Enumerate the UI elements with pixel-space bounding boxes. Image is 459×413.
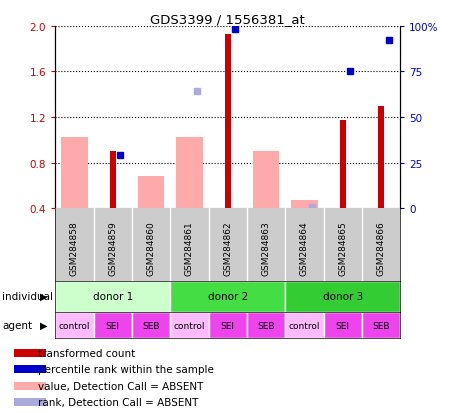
Bar	[14, 365, 46, 373]
Bar	[14, 382, 46, 390]
Text: rank, Detection Call = ABSENT: rank, Detection Call = ABSENT	[38, 397, 198, 407]
Text: donor 3: donor 3	[322, 291, 362, 301]
Title: GDS3399 / 1556381_at: GDS3399 / 1556381_at	[150, 13, 304, 26]
Bar	[285, 281, 399, 312]
Text: individual: individual	[2, 291, 53, 301]
Bar	[246, 312, 285, 339]
Text: SEB: SEB	[371, 321, 389, 330]
Text: GSM284866: GSM284866	[376, 221, 385, 275]
Bar	[377, 106, 383, 209]
Bar	[14, 349, 46, 357]
Bar	[170, 312, 208, 339]
Bar	[55, 312, 93, 339]
Text: SEI: SEI	[335, 321, 349, 330]
Bar	[361, 312, 399, 339]
Text: GSM284858: GSM284858	[70, 221, 78, 275]
Bar	[137, 177, 164, 209]
Bar	[323, 312, 361, 339]
Text: GSM284863: GSM284863	[261, 221, 270, 275]
Text: ▶: ▶	[40, 291, 47, 301]
Text: control: control	[288, 321, 319, 330]
Text: GSM284860: GSM284860	[146, 221, 155, 275]
Text: GSM284859: GSM284859	[108, 221, 117, 275]
Text: control: control	[173, 321, 205, 330]
Bar	[61, 138, 88, 209]
Text: SEI: SEI	[106, 321, 119, 330]
Text: transformed count: transformed count	[38, 348, 135, 358]
Text: SEB: SEB	[257, 321, 274, 330]
Text: GSM284861: GSM284861	[185, 221, 193, 275]
Text: percentile rank within the sample: percentile rank within the sample	[38, 364, 214, 374]
Bar	[175, 138, 202, 209]
Bar	[170, 281, 285, 312]
Bar	[110, 152, 115, 209]
Text: value, Detection Call = ABSENT: value, Detection Call = ABSENT	[38, 381, 203, 391]
Bar	[55, 281, 170, 312]
Text: GSM284865: GSM284865	[337, 221, 347, 275]
Text: donor 2: donor 2	[207, 291, 247, 301]
Bar	[132, 312, 170, 339]
Text: agent: agent	[2, 320, 32, 330]
Bar	[285, 312, 323, 339]
Bar	[290, 201, 317, 209]
Bar	[14, 398, 46, 406]
Bar	[224, 35, 230, 209]
Text: SEB: SEB	[142, 321, 159, 330]
Text: SEI: SEI	[220, 321, 234, 330]
Text: control: control	[58, 321, 90, 330]
Text: donor 1: donor 1	[92, 291, 133, 301]
Text: GSM284862: GSM284862	[223, 221, 232, 275]
Text: ▶: ▶	[40, 320, 47, 330]
Text: GSM284864: GSM284864	[299, 221, 308, 275]
Bar	[208, 312, 246, 339]
Bar	[339, 121, 345, 209]
Bar	[252, 152, 279, 209]
Bar	[93, 312, 132, 339]
